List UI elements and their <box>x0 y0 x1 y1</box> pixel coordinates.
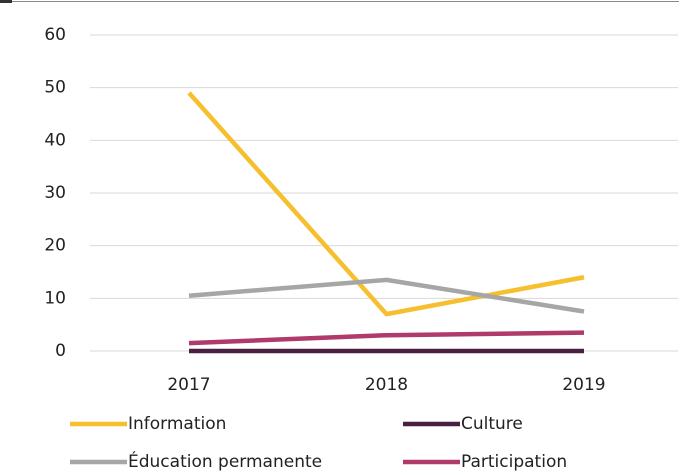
series-line <box>188 277 585 314</box>
x-tick-label: 2019 <box>562 375 605 395</box>
legend-label: Participation <box>461 452 567 472</box>
x-tick-label: 2018 <box>365 375 408 395</box>
series-line <box>187 91 585 317</box>
x-tick-label: 2017 <box>167 375 210 395</box>
y-tick-label: 20 <box>44 236 66 256</box>
y-tick-label: 60 <box>44 25 66 45</box>
y-tick-label: 50 <box>44 78 66 98</box>
y-tick-label: 40 <box>44 130 66 150</box>
y-tick-label: 30 <box>44 183 66 203</box>
legend-label: Éducation permanente <box>128 450 322 472</box>
y-tick-label: 10 <box>44 288 66 308</box>
corner-mark <box>0 0 12 3</box>
y-tick-label: 0 <box>55 341 66 361</box>
series-line <box>188 330 585 346</box>
legend-label: Culture <box>461 414 523 434</box>
legend-label: Information <box>128 414 226 434</box>
